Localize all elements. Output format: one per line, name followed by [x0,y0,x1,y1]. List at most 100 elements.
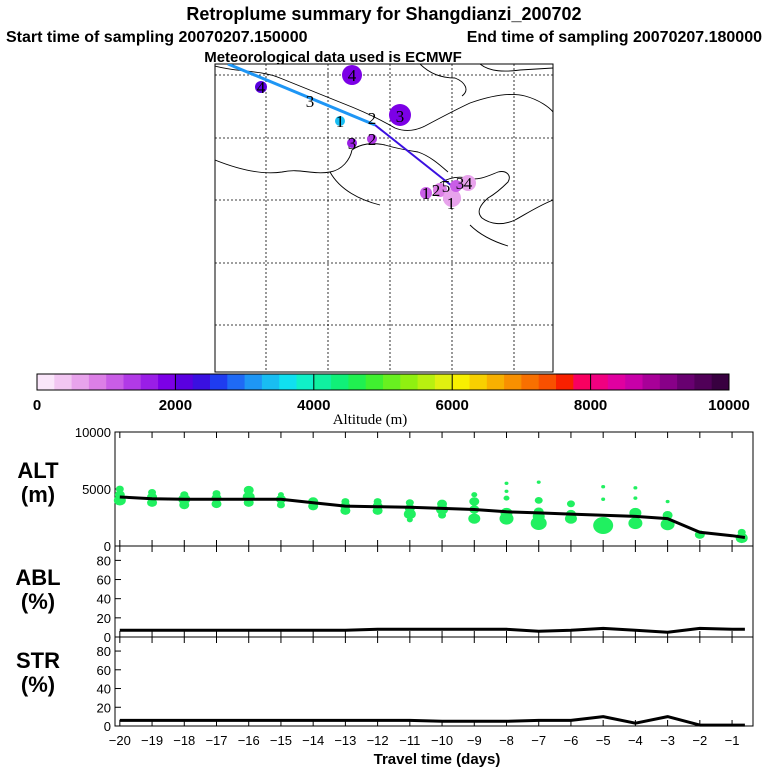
colorbar-segment [452,374,470,390]
colorbar-segment [469,374,488,390]
alt-cluster-dot [633,496,638,500]
str-ytick-label: 40 [97,682,111,697]
x-tick-label: −2 [692,733,707,748]
abl-label-bottom: (%) [21,589,55,614]
colorbar-segment [607,374,626,390]
x-tick-label: −19 [141,733,163,748]
x-tick-label: −12 [367,733,389,748]
alt-cluster-dot [633,486,638,490]
map-cluster-marker [342,65,362,85]
colorbar-title: Altitude (m) [333,412,408,428]
alt-cluster-dot [373,498,382,505]
alt-cluster-dot [566,500,575,508]
alt-cluster-dot [243,485,254,495]
abl-ytick-label: 60 [97,573,111,588]
abl-label-top: ABL [15,565,60,590]
colorbar-segment [123,374,142,390]
colorbar-tick-label: 10000 [708,397,750,414]
alt-ytick-label: 0 [104,539,111,554]
colorbar-segment [54,374,72,390]
alt-cluster-dot [601,485,606,489]
colorbar-segment [677,374,695,390]
abl-line [119,626,745,634]
colorbar-segment [659,374,678,390]
alt-cluster-dot [504,489,509,493]
map-frame [214,63,554,373]
colorbar-segment [106,374,124,390]
colorbar-segment [538,374,557,390]
colorbar-segment [521,374,540,390]
colorbar-segment [711,374,730,390]
colorbar-segment [279,374,297,390]
x-tick-label: −16 [238,733,260,748]
alt-line [119,495,746,539]
x-tick-label: −9 [467,733,482,748]
str-label-top: STR [16,648,60,673]
colorbar-segment [417,374,436,390]
alt-cluster-dot [437,499,448,509]
x-tick-label: −1 [725,733,740,748]
alt-cluster-dot [277,492,284,498]
track-label: 2 [368,109,377,128]
alt-panel: 0 5000 10000 [75,425,754,554]
alt-cluster-dot [503,495,510,501]
colorbar-segment [192,374,211,390]
colorbar-segment [296,374,315,390]
alt-cluster-dot [341,498,350,505]
alt-label-top: ALT [17,458,59,483]
cluster-label: 3 [456,174,465,193]
track-segment-recent [374,124,453,187]
cluster-labels: 4 3 3 2 1 4 3 2 1 1 2 3 4 5 [257,66,473,213]
x-tick-label: −4 [628,733,643,748]
colorbar-segment [556,374,574,390]
alt-cluster-dot [593,516,614,534]
cluster-label: 2 [368,130,377,149]
alt-cluster-dot [212,490,221,497]
colorbar-segment [244,374,263,390]
colorbar-segment [625,374,643,390]
alt-cluster-dot [737,528,746,536]
colorbar-tick-label: 2000 [159,397,192,414]
cluster-label: 5 [442,177,451,196]
x-tick-label: −10 [431,733,453,748]
abl-panel: 0 20 40 60 80 [97,545,754,645]
track-label: 3 [306,92,315,111]
str-ytick-label: 60 [97,663,111,678]
x-tick-label: −3 [660,733,675,748]
map-cluster-marker [367,134,377,144]
colorbar-segment [590,374,609,390]
abl-frame [114,545,754,638]
x-axis: −20 −19 −18 −17 −16 −15 −14 −13 −12 −11 −10 −9 −8 −7 −… [109,733,740,748]
x-tick-label: −18 [173,733,195,748]
colorbar-tick-label: 4000 [297,397,330,414]
colorbar-segment [261,374,280,390]
map-cluster-marker [450,180,462,192]
alt-ytick-label: 10000 [75,425,111,440]
cluster-label: 2 [432,181,441,200]
colorbar-segment [694,374,713,390]
track-label: 3 [396,107,405,126]
abl-ytick-label: 80 [97,553,111,568]
alt-cluster-dot [276,501,285,509]
x-tick-label: −5 [596,733,611,748]
colorbar-segment [573,374,591,390]
alt-cluster-dot [471,492,478,498]
map-cluster-marker [389,104,411,126]
x-tick-label: −17 [205,733,227,748]
map-cluster-marker [347,138,357,148]
colorbar-segment [140,374,159,390]
x-tick-label: −13 [334,733,356,748]
colorbar-segment [434,374,453,390]
alt-frame [114,431,754,547]
str-ytick-label: 20 [97,700,111,715]
map-cluster-marker [433,183,447,197]
track-segment-old [227,64,376,127]
colorbar-segment [642,374,661,390]
colorbar-segment [313,374,332,390]
cluster-label: 1 [336,112,345,131]
x-tick-label: −6 [564,733,579,748]
map-cluster-marker [255,81,267,93]
altitude-colorbar: 0 2000 4000 6000 8000 10000 [33,373,750,414]
alt-cluster-dot [115,485,124,493]
map-cluster-marker [420,187,432,199]
